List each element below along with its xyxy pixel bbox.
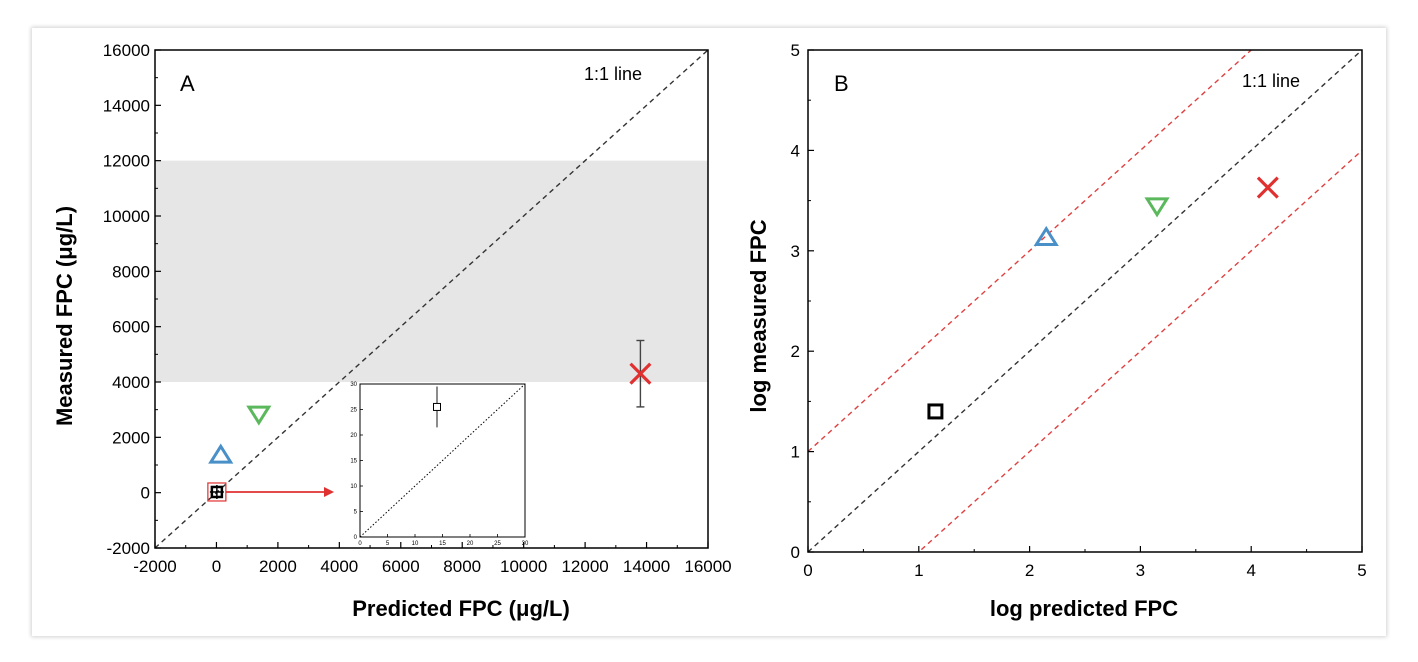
figure-svg: A 1:1 line Predicted FPC (μg/L) Measured… xyxy=(52,41,1367,621)
panel-a-y-tick-label: 2000 xyxy=(112,428,150,447)
panel-b-point-triangle-up xyxy=(1033,225,1059,246)
panel-a-inset-1to1-line xyxy=(359,383,526,538)
panel-a-point-triangle-down xyxy=(246,405,272,426)
panel-b-bound-line xyxy=(808,50,1253,453)
panel-b-point-x xyxy=(1256,176,1279,199)
panel-a-y-tick-label: 10000 xyxy=(103,207,150,226)
panel-a-inset-x-tick-label: 5 xyxy=(386,541,390,547)
panel-a-inset-x-tick-label: 15 xyxy=(439,541,446,547)
panel-b-x-axis-title: log predicted FPC xyxy=(990,596,1178,621)
panel-a-1to1-line xyxy=(154,49,709,549)
panel-a-label: A xyxy=(180,71,195,96)
panel-a-y-tick-label: 6000 xyxy=(112,318,150,337)
panel-a-x-tick-label: -2000 xyxy=(133,557,176,576)
panel-b-point-triangle-down xyxy=(1144,197,1170,218)
panel-a-x-tick-label: 10000 xyxy=(500,557,547,576)
panel-a-point-triangle-up xyxy=(208,443,234,464)
panel-a-y-tick-label: 4000 xyxy=(112,373,150,392)
panel-b-point-square xyxy=(927,403,944,420)
panel-a-1to1-label: 1:1 line xyxy=(584,64,642,84)
panel-a-inset-y-tick-label: 20 xyxy=(350,433,357,439)
panel-a-y-tick-label: -2000 xyxy=(107,539,150,558)
panel-a-y-tick-label: 12000 xyxy=(103,152,150,171)
figure-frame: A 1:1 line Predicted FPC (μg/L) Measured… xyxy=(32,28,1386,636)
panel-a-x-tick-label: 2000 xyxy=(259,557,297,576)
panel-b-x-tick-label: 5 xyxy=(1357,561,1366,580)
panel-a-x-tick-label: 12000 xyxy=(561,557,608,576)
panel-a-inset-x-tick-label: 0 xyxy=(358,541,362,547)
panel-b-y-tick-label: 2 xyxy=(791,342,800,361)
panel-a-inset-x-tick-label: 20 xyxy=(467,541,474,547)
panel-a-inset-y-tick-label: 0 xyxy=(354,535,358,541)
panel-b-y-tick-label: 3 xyxy=(791,242,800,261)
panel-a-y-axis-title: Measured FPC (μg/L) xyxy=(52,206,77,426)
panel-b-y-tick-label: 5 xyxy=(791,41,800,60)
panel-b-x-tick-label: 3 xyxy=(1136,561,1145,580)
panel-b-x-tick-label: 1 xyxy=(914,561,923,580)
panel-a-x-tick-label: 6000 xyxy=(382,557,420,576)
panel-a-y-tick-label: 0 xyxy=(141,484,150,503)
panel-b-bound-line xyxy=(917,149,1362,552)
panel-a-point-x xyxy=(629,362,652,385)
panel-b-y-tick-label: 4 xyxy=(791,141,800,160)
panel-b-y-tick-label: 1 xyxy=(791,443,800,462)
panel-a-x-axis-title: Predicted FPC (μg/L) xyxy=(352,596,570,621)
panel-a-inset-x-tick-label: 25 xyxy=(494,541,501,547)
panel-a-inset-point-square xyxy=(433,402,441,411)
panel-a-y-tick-label: 16000 xyxy=(103,41,150,60)
panel-a-x-tick-label: 14000 xyxy=(623,557,670,576)
panel-b-label: B xyxy=(834,71,849,96)
panel-a-inset-x-tick-label: 10 xyxy=(412,541,419,547)
panel-a-inset-arrow-head xyxy=(324,486,334,497)
plot-marks: -2000 0 2000 4000 6000 8000 10000 12000 14000 160… xyxy=(103,41,1367,580)
panel-a-y-tick-label: 8000 xyxy=(112,262,150,281)
panel-a-inset-x-tick-label: 30 xyxy=(522,541,529,547)
panel-a-x-tick-label: 8000 xyxy=(443,557,481,576)
panel-b-x-tick-label: 4 xyxy=(1246,561,1255,580)
panel-a-x-tick-label: 0 xyxy=(212,557,221,576)
panel-a-inset-y-tick-label: 10 xyxy=(350,484,357,490)
panel-a-x-tick-label: 4000 xyxy=(320,557,358,576)
panel-b-1to1-label: 1:1 line xyxy=(1242,71,1300,91)
panel-a-y-tick-label: 14000 xyxy=(103,96,150,115)
panel-b-x-tick-label: 0 xyxy=(803,561,812,580)
panel-a-inset-y-tick-label: 5 xyxy=(354,510,358,516)
panel-a-inset-y-tick-label: 15 xyxy=(350,459,357,465)
panel-a-x-tick-label: 16000 xyxy=(684,557,731,576)
panel-a-shaded-band xyxy=(155,160,708,382)
panel-b-x-tick-label: 2 xyxy=(1025,561,1034,580)
panel-a-inset-y-tick-label: 30 xyxy=(350,382,357,388)
panel-b-lines-group xyxy=(808,50,1362,552)
panel-b-y-tick-label: 0 xyxy=(791,543,800,562)
panel-b-1to1-line xyxy=(808,50,1362,552)
panel-b-y-axis-title: log measured FPC xyxy=(746,219,771,412)
panel-a-inset-y-tick-label: 25 xyxy=(350,408,357,414)
